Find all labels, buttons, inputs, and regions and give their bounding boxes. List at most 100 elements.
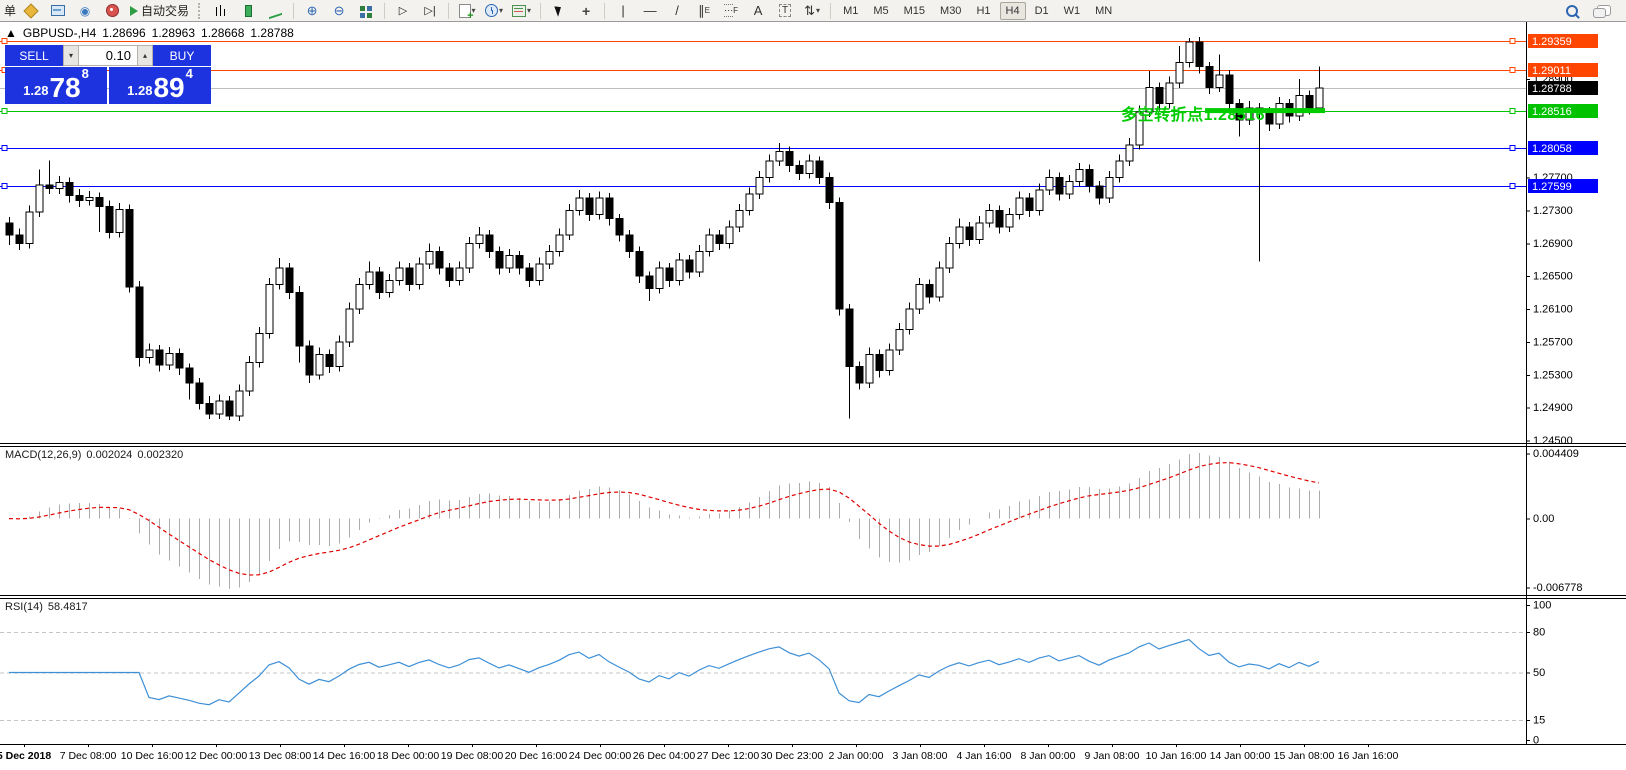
timeframe-mn[interactable]: MN [1095, 4, 1113, 17]
timeframe-m30[interactable]: M30 [940, 4, 962, 17]
hline-handle[interactable] [1509, 145, 1516, 151]
volume-increase-button[interactable]: ▴ [137, 45, 153, 66]
turning-point-segment[interactable] [1205, 108, 1325, 114]
timeframe-h1[interactable]: H1 [976, 4, 991, 17]
fibonacci-tool-button[interactable]: ⋯ F [719, 1, 743, 21]
rsi-line [9, 638, 1320, 706]
new-chart-button[interactable]: ▾ [455, 1, 479, 22]
timeframe-m5[interactable]: M5 [873, 4, 889, 17]
chart-ohlc-title: ▲ GBPUSD-,H4 1.28696 1.28963 1.28668 1.28788 [5, 26, 300, 40]
rsi-label: RSI(14) [5, 601, 43, 613]
candle-body [735, 209, 744, 228]
candle-body [995, 209, 1004, 228]
turning-point-annotation[interactable]: 多空转折点1.28516 [1121, 107, 1265, 124]
trendline-tool-button[interactable]: / [665, 1, 689, 21]
hline-handle[interactable] [1509, 67, 1516, 73]
candle-body [855, 366, 864, 384]
hline-handle[interactable] [1, 145, 8, 151]
candle-body [295, 292, 304, 347]
text-tool-button[interactable]: A [746, 1, 770, 21]
hline-handle[interactable] [1509, 183, 1516, 189]
volume-input[interactable]: 0.10 [79, 45, 137, 66]
candle-body [265, 283, 274, 335]
new-order-button[interactable]: 单 [4, 4, 17, 18]
sell-button[interactable]: SELL [5, 45, 63, 66]
chat-button[interactable] [1592, 1, 1616, 21]
signal-button[interactable]: ◉ [73, 1, 97, 21]
candle-body [1115, 160, 1124, 179]
candle-body [1295, 94, 1304, 117]
market-button[interactable] [100, 1, 124, 21]
buy-button[interactable]: BUY [153, 45, 211, 66]
timeframe-m15[interactable]: M15 [903, 4, 926, 17]
svg-text:15 Jan 08:00: 15 Jan 08:00 [1274, 750, 1335, 762]
volume-decrease-button[interactable]: ▾ [63, 45, 79, 66]
svg-text:-0.006778: -0.006778 [1533, 582, 1583, 594]
candle-body [125, 209, 134, 288]
candle-body [565, 209, 574, 236]
cursor-tool-button[interactable] [547, 1, 571, 21]
candlestick-chart-button[interactable] [236, 1, 260, 21]
chevron-down-icon: ▾ [499, 6, 504, 15]
candle-body [845, 308, 854, 368]
zoom-in-icon: ⊕ [306, 3, 318, 18]
hline-handle[interactable] [1, 108, 8, 114]
sell-price-big: 78 [49, 72, 81, 103]
charts-window-button[interactable] [46, 1, 70, 21]
timeframe-h4[interactable]: H4 [999, 1, 1026, 20]
zoom-in-button[interactable]: ⊕ [300, 1, 324, 21]
sell-price-pip: 8 [81, 66, 89, 81]
buy-price-button[interactable]: 1.28 89 4 [109, 67, 211, 104]
candle-body [595, 197, 604, 216]
hline-handle[interactable] [1509, 108, 1516, 114]
candle-body [5, 222, 14, 236]
horizontal-line-tool-button[interactable]: — [638, 1, 662, 21]
sell-price-button[interactable]: 1.28 78 8 [5, 67, 107, 104]
candle-body [865, 353, 874, 384]
line-chart-button[interactable] [263, 1, 287, 21]
timeframe-d1[interactable]: D1 [1034, 4, 1049, 17]
auto-scroll-button[interactable]: ▷ [391, 1, 415, 21]
svg-text:1.25300: 1.25300 [1533, 369, 1573, 381]
candle-body [375, 271, 384, 294]
candle-body [255, 333, 264, 363]
vertical-line-tool-button[interactable]: | [611, 1, 635, 21]
candle-body [105, 205, 114, 234]
text-label-tool-button[interactable]: T [773, 1, 797, 21]
macd-indicator-header: MACD(12,26,9) 0.002024 0.002320 [5, 449, 188, 461]
templates-button[interactable]: ▾ [509, 1, 534, 21]
candle-body [505, 255, 514, 269]
hline-handle[interactable] [1, 38, 8, 44]
channel-tool-button[interactable]: ∥ E [692, 1, 716, 21]
macd-signal-line [8, 461, 1320, 576]
price-chart[interactable]: 1.289001.277001.273001.269001.265001.261… [0, 22, 1626, 770]
svg-text:3 Jan 08:00: 3 Jan 08:00 [893, 750, 948, 762]
crosshair-tool-button[interactable]: + [574, 1, 598, 21]
arrows-icon: ⇅ [804, 2, 815, 18]
autotrading-button[interactable]: 自动交易 [127, 1, 192, 21]
trade-panel-toggle[interactable]: ▲ [5, 26, 17, 40]
macd-axis-ticks: 0.004409 0.00 -0.006778 [1526, 448, 1583, 594]
candle-body [805, 160, 814, 175]
chart-shift-button[interactable]: ▷| [418, 1, 442, 21]
search-button[interactable] [1560, 1, 1584, 21]
toolbar-separator [540, 2, 542, 19]
periods-button[interactable]: ▾ [482, 1, 506, 21]
hline-handle[interactable] [1509, 38, 1516, 44]
candle-body [605, 197, 614, 220]
market-icon [105, 4, 119, 17]
tile-windows-button[interactable] [354, 1, 378, 21]
price-badge-1.28058: 1.28058 [1528, 141, 1598, 155]
svg-text:18 Dec 00:00: 18 Dec 00:00 [377, 750, 440, 762]
svg-text:0.004409: 0.004409 [1533, 448, 1579, 460]
zoom-out-button[interactable]: ⊖ [327, 1, 351, 21]
candle-body [575, 197, 584, 211]
timeframe-m1[interactable]: M1 [843, 4, 859, 17]
toolbar-separator [293, 2, 295, 19]
bar-chart-button[interactable] [209, 1, 233, 21]
hline-handle[interactable] [1, 183, 8, 189]
timeframe-w1[interactable]: W1 [1063, 4, 1081, 17]
candle-body [815, 160, 824, 179]
arrows-tool-button[interactable]: ⇅ ▾ [800, 1, 824, 21]
package-button[interactable] [19, 1, 43, 21]
